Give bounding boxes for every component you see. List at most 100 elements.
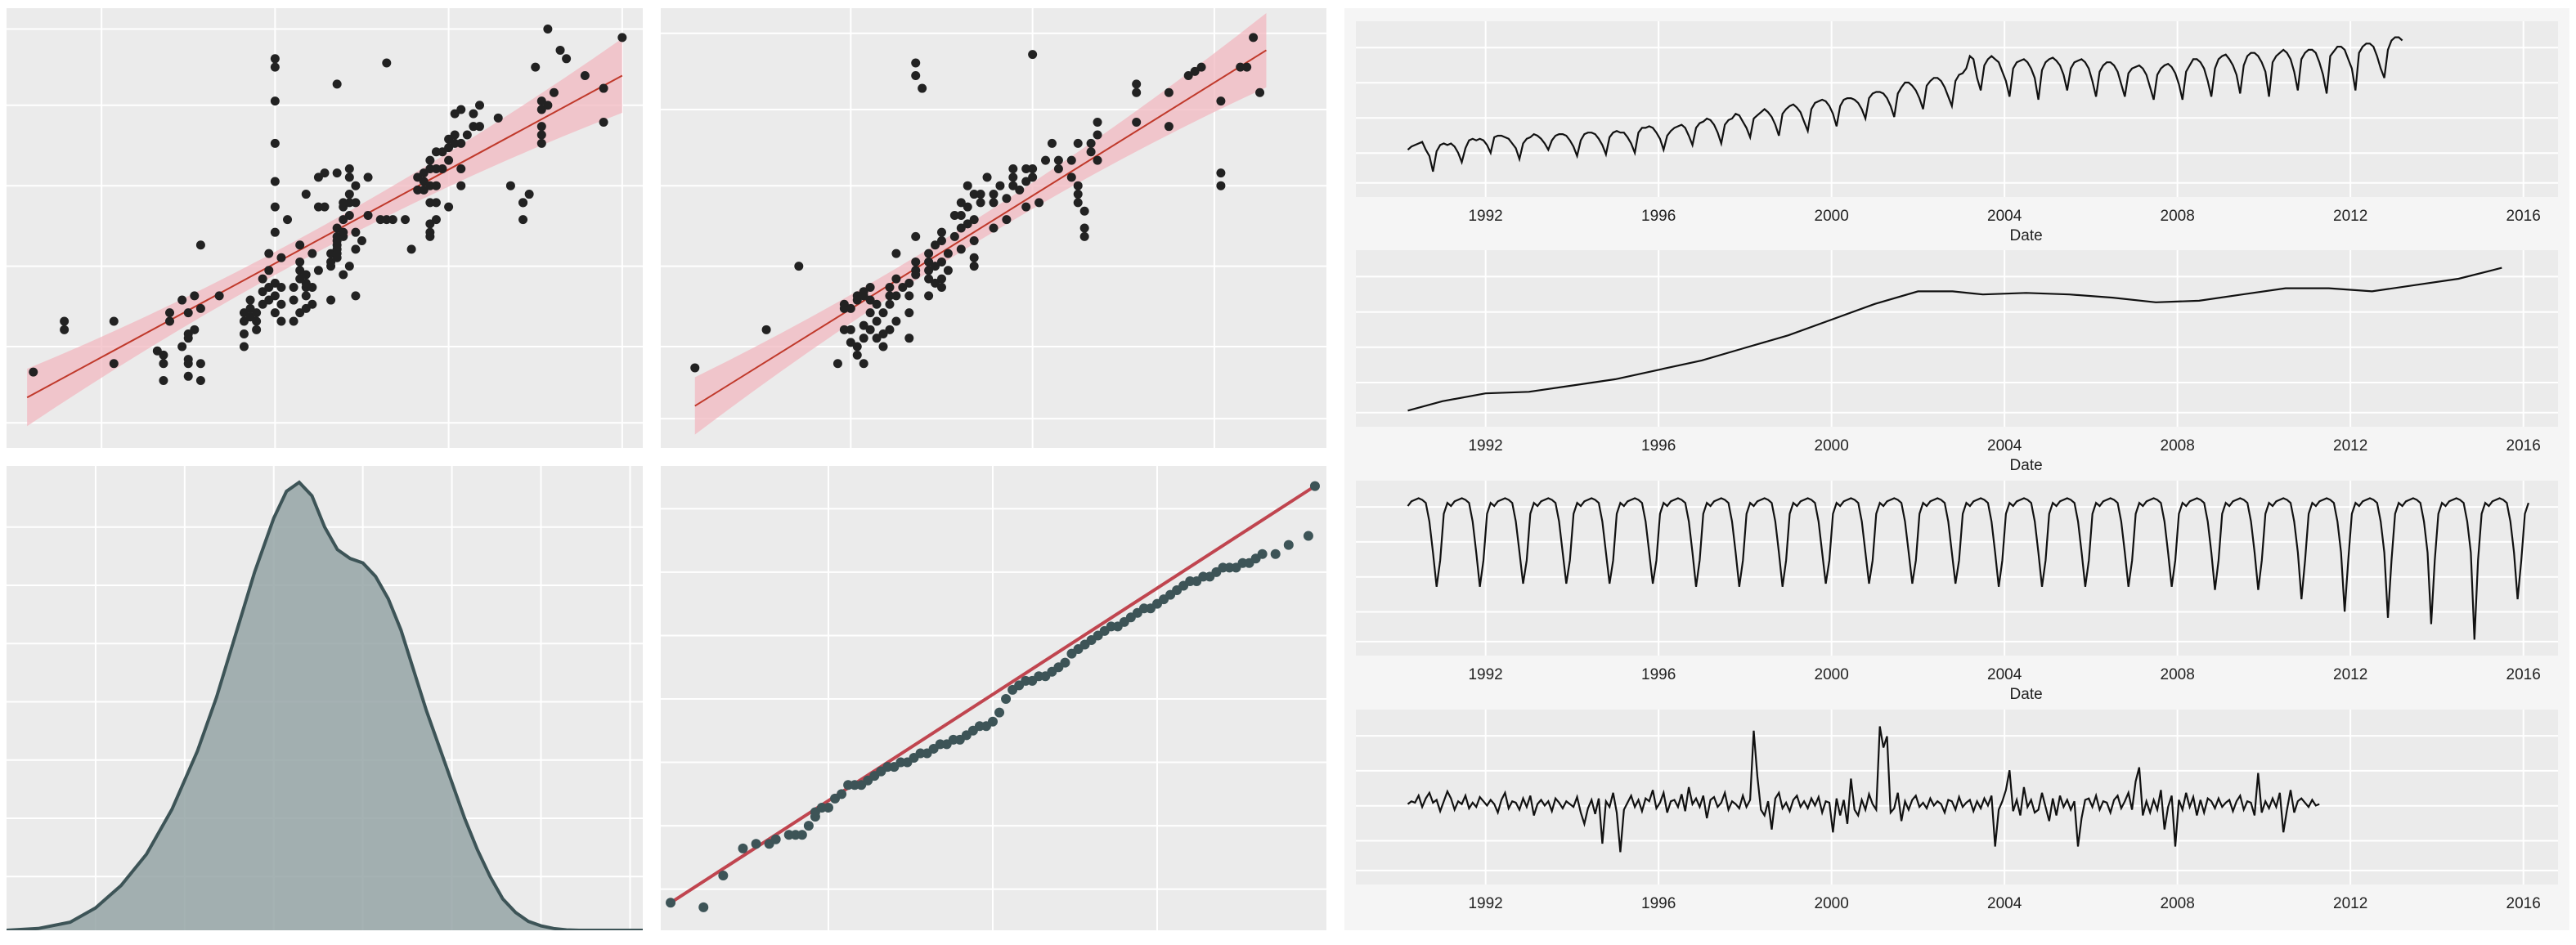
data-point [1073, 190, 1083, 199]
qq-point [1060, 657, 1070, 668]
x-tick-label: 2000 [1815, 666, 1849, 683]
data-point [1132, 118, 1142, 127]
data-point [301, 270, 311, 280]
data-point [109, 359, 119, 369]
data-point [270, 177, 280, 186]
data-point [1021, 163, 1031, 173]
data-point [1073, 181, 1083, 190]
data-point [885, 299, 895, 309]
kde-chart [7, 466, 643, 930]
data-point [320, 168, 330, 178]
data-point [949, 231, 959, 241]
x-tick-label: 1992 [1468, 437, 1502, 455]
kde-line [7, 480, 643, 930]
data-point [382, 215, 392, 225]
data-point [165, 308, 174, 318]
data-point [1132, 87, 1142, 97]
data-point [989, 198, 999, 208]
data-point [183, 355, 193, 365]
data-point [898, 283, 908, 293]
data-point [1190, 66, 1200, 76]
data-point [252, 308, 262, 318]
x-tick-label: 2008 [2161, 666, 2195, 683]
x-tick-label: 2008 [2161, 208, 2195, 225]
data-point [1242, 62, 1252, 72]
qq-point [824, 802, 833, 813]
data-point [969, 215, 979, 225]
data-point [1028, 172, 1038, 182]
x-tick-label: 2004 [1987, 895, 2022, 912]
data-point [956, 210, 966, 220]
data-point [450, 130, 460, 140]
x-tick-label: 2012 [2333, 895, 2367, 912]
data-point [1216, 168, 1226, 178]
data-point [339, 270, 348, 280]
data-point [177, 295, 187, 305]
qq-point [698, 902, 709, 912]
scatter-left-panel [7, 8, 643, 448]
x-tick-label: 2004 [1987, 666, 2022, 683]
data-point [431, 198, 441, 208]
qq-point [988, 716, 998, 727]
data-point [270, 227, 280, 237]
data-point [976, 198, 985, 208]
data-point [159, 350, 168, 360]
data-point [60, 325, 70, 334]
data-point [1079, 223, 1089, 233]
regression-line [694, 49, 1268, 407]
data-point [859, 287, 868, 297]
data-point [924, 274, 934, 284]
ts-seasonal-line [1407, 497, 2529, 640]
data-point [1093, 118, 1102, 127]
data-point [295, 240, 305, 250]
data-point [580, 71, 590, 81]
data-point [301, 190, 311, 199]
data-point [911, 71, 921, 81]
data-point [599, 118, 608, 127]
x-tick-label: 2012 [2333, 437, 2367, 455]
x-tick-label: 2000 [1815, 208, 1849, 225]
data-point [878, 308, 888, 318]
data-point [320, 202, 330, 212]
data-point [159, 359, 168, 369]
x-tick-label: 1996 [1641, 895, 1676, 912]
qq-point [666, 898, 676, 908]
data-point [270, 96, 280, 106]
data-point [332, 168, 342, 178]
data-point [839, 303, 849, 313]
data-point [270, 291, 280, 301]
qq-point [1303, 531, 1313, 541]
data-point [543, 101, 553, 110]
data-point [904, 291, 914, 301]
data-point [1047, 138, 1057, 148]
scatter-left-chart [7, 8, 643, 448]
x-tick-label: 1992 [1468, 895, 1502, 912]
data-point [165, 316, 174, 326]
data-point [536, 122, 546, 132]
data-point [289, 295, 298, 305]
data-point [351, 244, 361, 254]
data-point [363, 172, 373, 182]
data-point [264, 249, 274, 258]
x-tick-label: 2016 [2506, 208, 2541, 225]
data-point [382, 58, 392, 68]
data-point [493, 113, 503, 123]
x-tick-label: 1996 [1641, 666, 1676, 683]
data-point [239, 342, 249, 352]
kde-fill [7, 482, 643, 930]
data-point [1132, 79, 1142, 89]
qq-point [803, 821, 814, 831]
plot-background [1356, 21, 2558, 197]
data-point [295, 257, 305, 266]
data-point [911, 231, 921, 241]
data-point [872, 334, 882, 343]
qq-point [770, 834, 781, 844]
data-point [1021, 177, 1031, 186]
data-point [1041, 155, 1051, 165]
data-point [562, 54, 572, 64]
data-point [301, 291, 311, 301]
data-point [195, 359, 205, 369]
qq-point [797, 830, 807, 840]
data-point [283, 215, 293, 225]
data-point [351, 181, 361, 190]
